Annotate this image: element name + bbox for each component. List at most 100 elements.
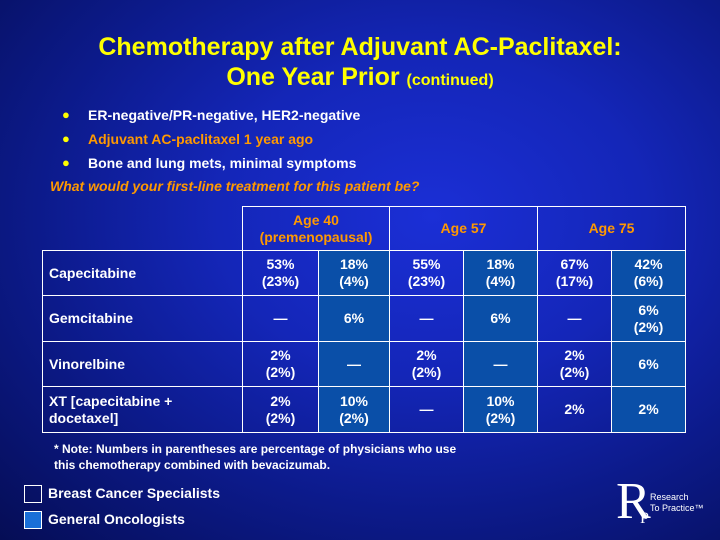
cell-value: 2%: [638, 401, 659, 417]
cell-value: 10%: [486, 392, 515, 409]
cell-specialist: 55% (23%): [389, 250, 464, 296]
cell-value: —: [347, 355, 361, 372]
legend-item-specialists: Breast Cancer Specialists: [24, 485, 220, 504]
cell-value: 6%: [638, 355, 659, 372]
logo-letter-r: R: [616, 473, 651, 530]
cell-bev-value: (4%): [339, 273, 369, 289]
cell-specialist: —: [242, 295, 319, 342]
cell-general: —: [318, 341, 390, 387]
bullet-text: ER-negative/PR-negative, HER2-negative: [88, 107, 361, 123]
title-line-2: One Year Prior (continued): [0, 62, 720, 96]
cell-bev-value: (2%): [265, 364, 296, 380]
cell-bev-value: (6%): [633, 273, 664, 289]
row-label-text: Capecitabine: [49, 264, 137, 281]
cell-value: —: [273, 310, 288, 326]
bullet-text: Adjuvant AC-paclitaxel 1 year ago: [88, 131, 314, 147]
cell-bev-value: (4%): [485, 273, 516, 289]
legend-label: Breast Cancer Specialists: [48, 485, 220, 501]
bullet-list: ● ER-negative/PR-negative, HER2-negative …: [62, 104, 360, 176]
row-label: Vinorelbine: [42, 341, 243, 387]
cell-value: 42%: [634, 256, 663, 272]
cell-bev-value: (2%): [265, 409, 296, 426]
cell-value: 2%: [270, 392, 291, 409]
legend-swatch-general: [24, 511, 42, 530]
logo-letter-p: P: [640, 510, 649, 527]
logo-text-line-1: Research: [650, 492, 689, 502]
table-row: Capecitabine 53% (23%) 18% (4%) 55% (23%) 1…: [42, 250, 687, 296]
cell-specialist: 67% (17%): [537, 250, 613, 296]
cell-value: 67%: [560, 256, 589, 272]
row-label: Capecitabine: [42, 250, 243, 296]
cell-specialist: —: [537, 295, 613, 342]
cell-specialist: 2% (2%): [537, 341, 613, 387]
cell-value: 10%: [339, 392, 369, 409]
cell-bev-value: (2%): [411, 364, 442, 380]
cell-general: 42% (6%): [611, 250, 687, 296]
cell-bev-value: (17%): [555, 273, 594, 289]
header-label: Age 75: [588, 220, 635, 236]
slide-title: Chemotherapy after Adjuvant AC-Paclitaxe…: [0, 32, 720, 96]
table-row: XT [capecitabine + docetaxel] 2% (2%) 10%(…: [42, 386, 687, 433]
cell-general: 6%: [611, 341, 687, 387]
legend-item-general-oncologists: General Oncologists: [24, 511, 185, 530]
cell-general: 10% (2%): [318, 386, 390, 433]
footnote-line-1: * Note: Numbers in parentheses are perce…: [54, 442, 457, 456]
cell-value: 6%: [490, 310, 511, 326]
cell-general: 2%: [611, 386, 687, 433]
cell-value: 18%: [339, 256, 369, 272]
header-corner: [42, 206, 243, 251]
cell-value: 55%: [412, 256, 441, 272]
cell-value: —: [493, 355, 508, 372]
cell-general: 6%: [318, 295, 390, 342]
row-label: XT [capecitabine + docetaxel]: [42, 386, 243, 433]
cell-bev-value: (2%): [339, 409, 369, 426]
row-label: Gemcitabine: [42, 295, 243, 342]
row-label-text: Vinorelbine: [49, 355, 125, 372]
title-line-1: Chemotherapy after Adjuvant AC-Paclitaxe…: [98, 33, 622, 61]
cell-specialist: 53% (23%): [242, 250, 319, 296]
question-text: What would your first-line treatment for…: [50, 178, 420, 194]
row-label-text: XT [capecitabine +: [49, 392, 173, 409]
header-age-57: Age 57: [388, 206, 539, 251]
cell-bev-value: (23%): [407, 273, 446, 289]
bullet-item: ● Adjuvant AC-paclitaxel 1 year ago: [62, 128, 360, 152]
cell-specialist: 2% (2%): [242, 341, 319, 387]
cell-bev-value: (2%): [559, 364, 590, 380]
header-label: Age 40: [293, 211, 339, 228]
cell-specialist: 2% (2%): [389, 341, 464, 387]
cell-general: 6%: [462, 295, 539, 342]
cell-value: 2%: [564, 401, 585, 417]
legend-swatch-specialists: [24, 485, 42, 504]
cell-general: 6% (2%): [611, 295, 687, 342]
bullet-item: ● ER-negative/PR-negative, HER2-negative: [62, 104, 360, 128]
legend-label: General Oncologists: [48, 511, 185, 527]
cell-value: 6%: [343, 310, 365, 326]
bullet-dot-icon: ●: [62, 155, 70, 170]
bullet-item: ● Bone and lung mets, minimal symptoms: [62, 152, 360, 176]
row-label-text-2: docetaxel]: [49, 409, 119, 426]
footnote: * Note: Numbers in parentheses are perce…: [54, 441, 456, 473]
bullet-dot-icon: ●: [62, 107, 70, 122]
header-label: Age 57: [440, 220, 487, 236]
title-continued: (continued): [406, 72, 494, 89]
cell-value: 2%: [270, 347, 291, 363]
cell-specialist: —: [389, 386, 464, 433]
cell-specialist: 2% (2%): [242, 386, 319, 433]
cell-value: —: [419, 310, 434, 326]
cell-value: 53%: [266, 256, 295, 272]
header-age-75: Age 75: [537, 206, 687, 251]
cell-specialist: —: [389, 295, 464, 342]
logo-text-line-2: To Practice™: [650, 503, 704, 513]
cell-general: 18% (4%): [462, 250, 539, 296]
cell-value: 6%: [638, 301, 659, 318]
research-to-practice-logo: R P Research To Practice™: [616, 473, 712, 534]
cell-value: —: [567, 310, 582, 326]
footnote-line-2: this chemotherapy combined with bevacizu…: [54, 458, 331, 472]
cell-bev-value: (2%): [633, 318, 664, 335]
header-row: Age 40 (premenopausal) Age 57 Age 75: [42, 206, 687, 251]
cell-general: 18% (4%): [318, 250, 390, 296]
cell-value: 18%: [486, 256, 515, 272]
title-line-2-text: One Year Prior: [226, 63, 400, 91]
bullet-dot-icon: ●: [62, 131, 70, 146]
cell-general: 10% (2%): [462, 386, 539, 433]
